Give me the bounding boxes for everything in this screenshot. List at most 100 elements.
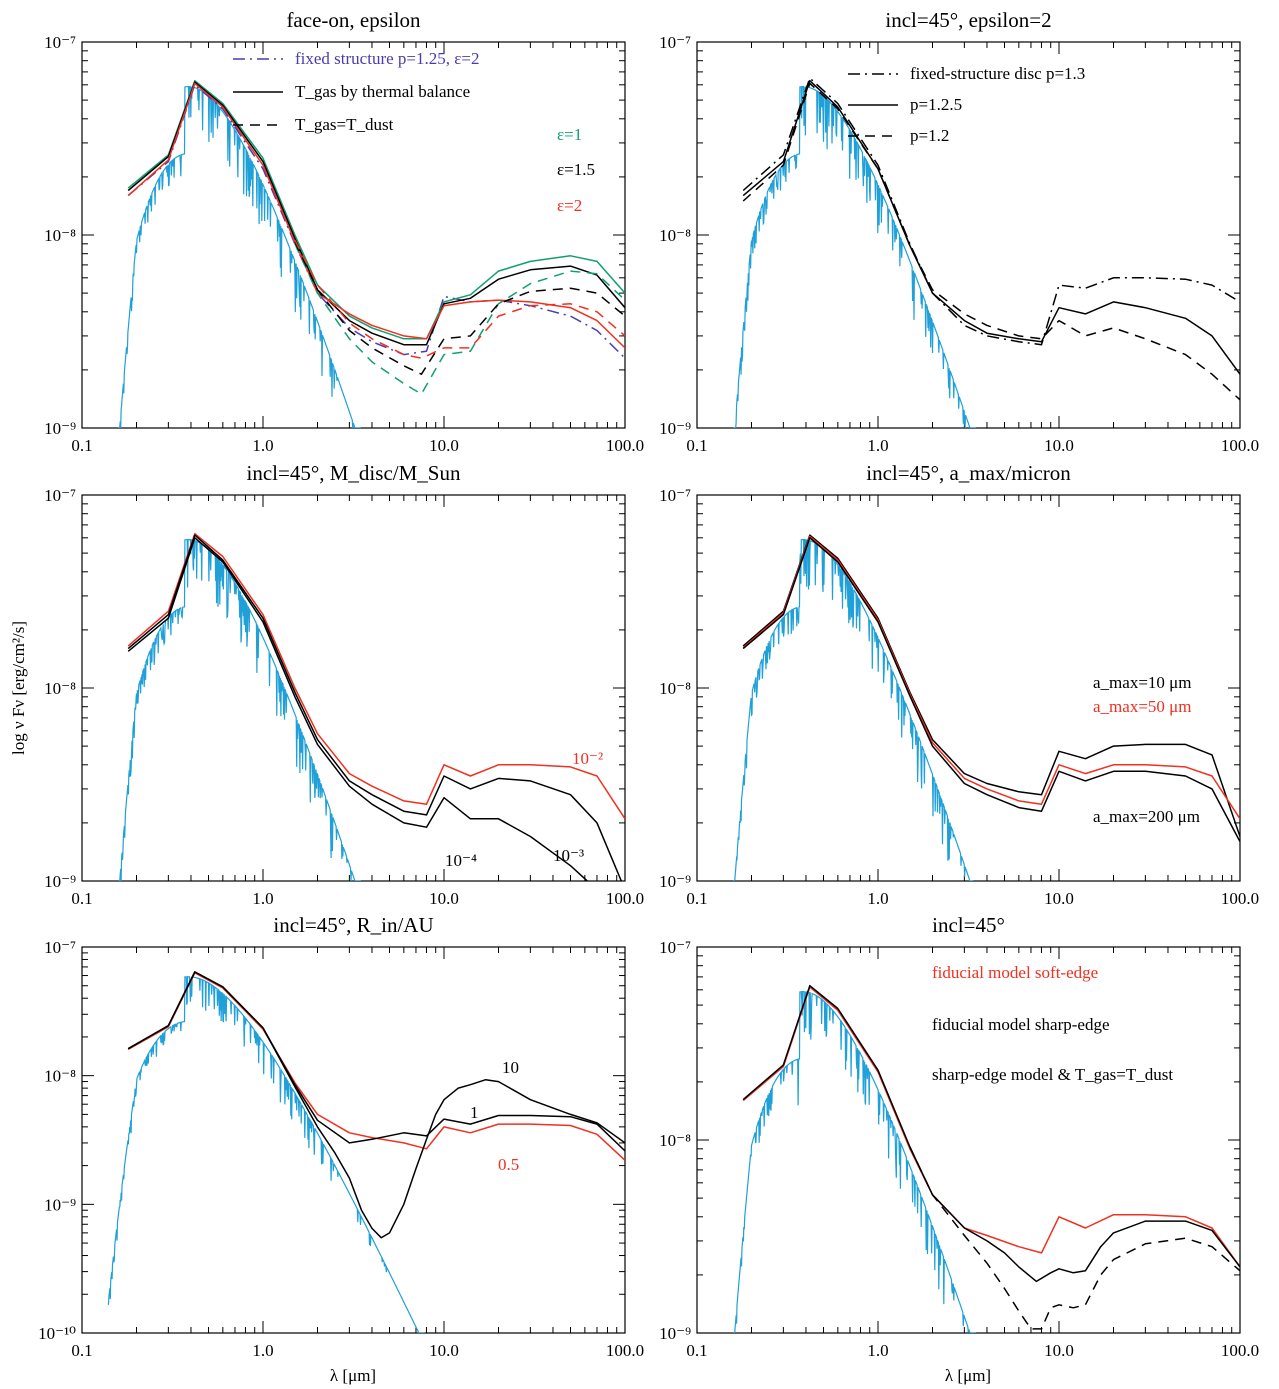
annotation-label: 1 — [470, 1103, 479, 1122]
x-tick-label: 10.0 — [1044, 1341, 1074, 1360]
series-line-1 — [127, 532, 625, 820]
y-tick-label: 10⁻⁸ — [44, 1067, 76, 1086]
annotation-label: 10⁻² — [572, 749, 603, 768]
stellar-spectrum-line — [733, 538, 974, 881]
chart-panel-5 — [81, 946, 626, 1334]
series-line-4 — [127, 82, 625, 349]
stellar-spectrum-line — [733, 85, 976, 428]
legend-entry: T_gas=T_dust — [295, 115, 394, 134]
plot-frame — [81, 946, 626, 1334]
x-tick-label: 1.0 — [867, 889, 888, 908]
x-tick-label: 100.0 — [1221, 1341, 1259, 1360]
plot-frame — [81, 494, 626, 882]
stellar-spectrum-line — [118, 85, 361, 428]
legend-entry: p=1.2.5 — [910, 95, 962, 114]
y-tick-label: 10⁻⁹ — [44, 419, 76, 438]
y-tick-label: 10⁻⁸ — [44, 226, 76, 245]
annotation-label: a_max=200 μm — [1093, 807, 1200, 826]
series-line-2 — [742, 79, 1240, 375]
series-line-2 — [742, 984, 1240, 1283]
series-line-1 — [742, 986, 1240, 1268]
series-line-3 — [742, 537, 1240, 842]
series-line-2 — [127, 534, 623, 881]
y-tick-label: 10⁻⁷ — [44, 486, 76, 505]
annotation-label: a_max=10 μm — [1093, 673, 1192, 692]
legend-entry: fixed structure p=1.25, ε=2 — [295, 49, 479, 68]
x-tick-label: 100.0 — [1221, 436, 1259, 455]
x-tick-label: 1.0 — [867, 1341, 888, 1360]
series-line-5 — [294, 243, 625, 395]
x-tick-label: 100.0 — [1221, 889, 1259, 908]
chart-title: incl=45°, a_max/micron — [866, 461, 1071, 485]
y-tick-label: 10⁻⁸ — [659, 1131, 691, 1150]
legend-entry: fiducial model soft-edge — [932, 963, 1098, 982]
y-tick-label: 10⁻⁸ — [44, 679, 76, 698]
x-tick-label: 10.0 — [1044, 889, 1074, 908]
x-tick-label: 0.1 — [686, 436, 707, 455]
chart-panel-4 — [696, 494, 1241, 882]
series-line-1 — [742, 534, 1240, 837]
plot-frame — [696, 41, 1241, 429]
y-tick-label: 10⁻⁹ — [659, 419, 691, 438]
x-tick-label: 0.1 — [686, 889, 707, 908]
x-axis-label-left: λ [μm] — [330, 1366, 376, 1385]
series-line-7 — [294, 239, 625, 359]
x-tick-label: 1.0 — [252, 889, 273, 908]
chart-title: face-on, epsilon — [286, 8, 421, 32]
x-axis-label-right: λ [μm] — [945, 1366, 991, 1385]
y-tick-label: 10⁻⁹ — [659, 1324, 691, 1343]
series-line-3 — [909, 1146, 1240, 1330]
y-tick-label: 10⁻⁹ — [44, 872, 76, 891]
chart-panel-6 — [696, 946, 1241, 1334]
legend-entry: fixed-structure disc p=1.3 — [910, 64, 1085, 83]
x-tick-label: 10.0 — [429, 436, 459, 455]
legend-entry: p=1.2 — [910, 126, 949, 145]
chart-panel-3 — [81, 494, 626, 882]
series-line-3 — [127, 81, 625, 346]
annotation-label: a_max=50 μm — [1093, 697, 1192, 716]
chart-panel-2 — [696, 41, 1241, 429]
annotation-label: 10 — [502, 1058, 519, 1077]
stellar-spectrum-line — [107, 976, 425, 1333]
x-tick-label: 100.0 — [606, 436, 644, 455]
y-tick-label: 10⁻⁸ — [659, 679, 691, 698]
y-tick-label: 10⁻¹⁰ — [38, 1324, 76, 1343]
y-axis-label: log ν Fν [erg/cm²/s] — [9, 621, 28, 755]
x-tick-label: 0.1 — [71, 1341, 92, 1360]
x-tick-label: 10.0 — [1044, 436, 1074, 455]
y-tick-label: 10⁻⁷ — [44, 33, 76, 52]
series-line-3 — [127, 971, 625, 1239]
series-line-3 — [127, 537, 589, 881]
series-line-6 — [294, 241, 625, 375]
legend-entry: sharp-edge model & T_gas=T_dust — [932, 1065, 1173, 1084]
stellar-spectrum-line — [733, 990, 976, 1333]
x-tick-label: 1.0 — [252, 436, 273, 455]
annotation-label: ε=2 — [557, 196, 582, 215]
plot-frame — [696, 946, 1241, 1334]
chart-title: incl=45°, M_disc/M_Sun — [247, 461, 461, 485]
x-tick-label: 0.1 — [71, 436, 92, 455]
y-tick-label: 10⁻⁷ — [659, 938, 691, 957]
y-tick-label: 10⁻⁷ — [659, 33, 691, 52]
annotation-label: 10⁻⁴ — [445, 851, 477, 870]
series-line-1 — [127, 972, 625, 1161]
annotation-label: 10⁻³ — [553, 846, 584, 865]
annotation-label: ε=1.5 — [557, 160, 595, 179]
x-tick-label: 1.0 — [252, 1341, 273, 1360]
annotation-label: 0.5 — [498, 1155, 519, 1174]
chart-title: incl=45° — [932, 913, 1005, 937]
y-tick-label: 10⁻⁷ — [659, 486, 691, 505]
x-tick-label: 0.1 — [71, 889, 92, 908]
y-tick-label: 10⁻⁸ — [659, 226, 691, 245]
series-line-2 — [742, 535, 1240, 820]
stellar-spectrum-line — [118, 538, 361, 881]
chart-title: incl=45°, R_in/AU — [273, 913, 433, 937]
y-tick-label: 10⁻⁹ — [659, 872, 691, 891]
y-tick-label: 10⁻⁷ — [44, 938, 76, 957]
x-tick-label: 0.1 — [686, 1341, 707, 1360]
x-tick-label: 10.0 — [429, 889, 459, 908]
annotation-label: ε=1 — [557, 125, 582, 144]
series-line-2 — [127, 79, 625, 340]
x-tick-label: 100.0 — [606, 889, 644, 908]
